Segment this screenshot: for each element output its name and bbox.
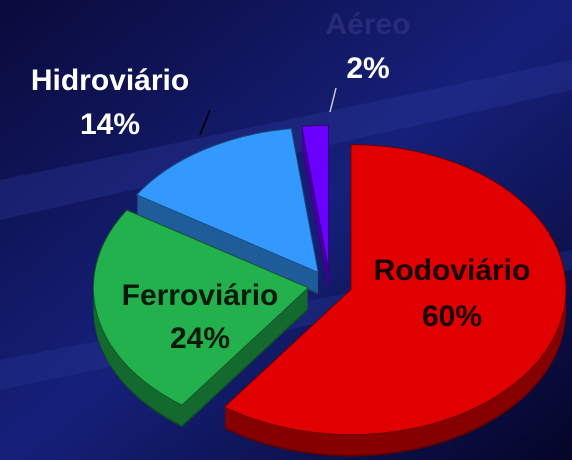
value-label: 2% bbox=[346, 52, 389, 85]
slice bbox=[92, 209, 310, 406]
value-label: 60% bbox=[422, 300, 482, 333]
leader-line bbox=[199, 109, 211, 136]
labels: Rodoviário 60% Ferroviário 24% Hidroviário 14… bbox=[31, 8, 531, 355]
slice bbox=[135, 128, 319, 274]
value-label: 14% bbox=[80, 108, 140, 141]
slice bbox=[301, 124, 330, 271]
category-label: Hidroviário bbox=[31, 64, 189, 97]
category-label: Aéreo bbox=[325, 8, 410, 41]
pie bbox=[92, 124, 567, 457]
category-label: Rodoviário bbox=[374, 254, 531, 287]
category-label: Ferroviário bbox=[122, 279, 279, 312]
value-label: 24% bbox=[170, 322, 230, 355]
slice bbox=[223, 144, 567, 436]
leader-line bbox=[329, 87, 337, 113]
